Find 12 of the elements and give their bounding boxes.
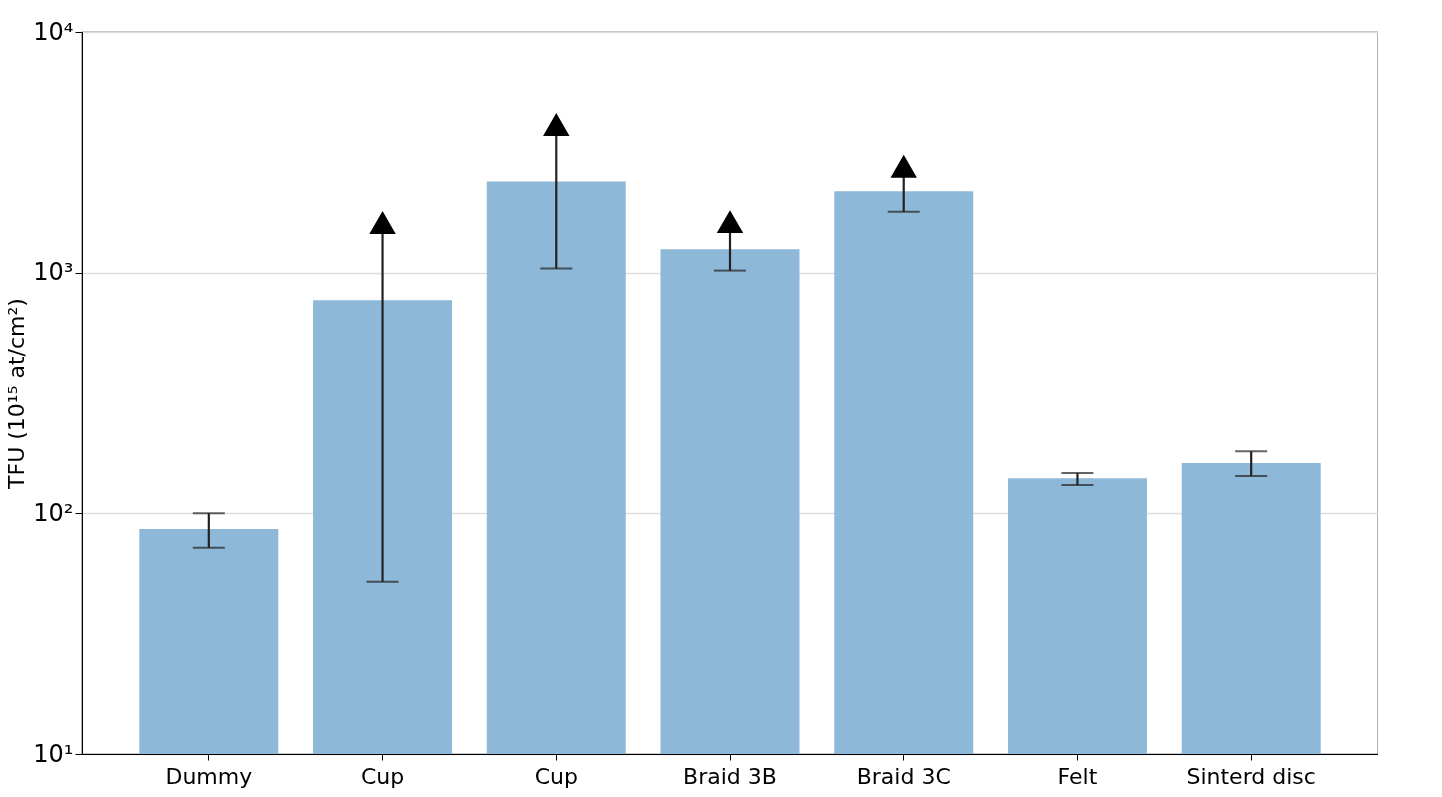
y-tick-label: 10¹ [33,739,74,768]
y-tick-label: 10³ [33,258,74,287]
x-tick-label: Braid 3C [856,763,951,789]
x-tick-label: Dummy [165,763,253,789]
x-tick-label: Cup [360,763,405,789]
x-tick-label: Cup [534,763,578,789]
y-tick-label: 10⁴ [33,17,74,46]
y-tick-label: 10² [33,498,74,527]
x-tick-label: Felt [1057,763,1098,789]
x-tick-label: Sinterd disc [1186,763,1316,789]
y-axis-title: TFU (10¹⁵ at/cm²) [4,298,30,490]
x-tick-label: Braid 3B [683,763,777,789]
